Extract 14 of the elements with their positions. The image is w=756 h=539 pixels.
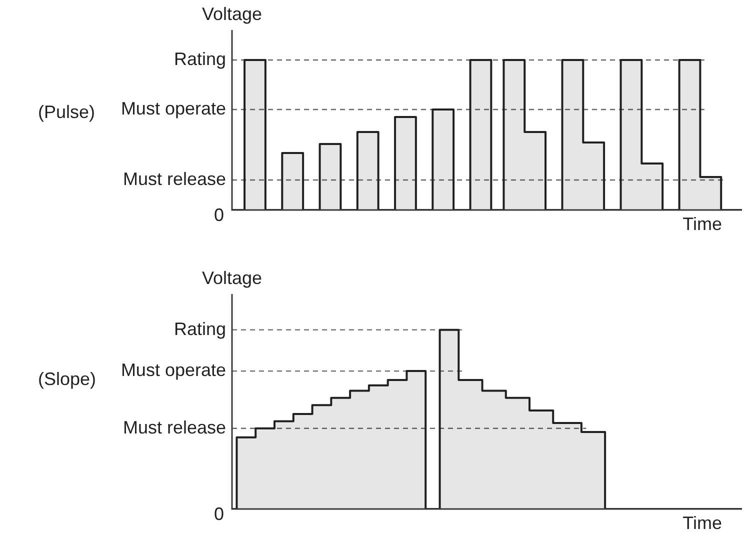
ref-line-label: Must release <box>122 417 226 438</box>
text: (Slope) <box>38 368 96 389</box>
text: (Pulse) <box>38 102 96 122</box>
ref-line-label: Rating <box>174 48 226 69</box>
y-axis-title: Voltage <box>202 268 262 288</box>
ref-line-label: Must operate <box>120 360 226 380</box>
text: 0 <box>214 204 224 225</box>
ref-line-label: Must release <box>122 168 226 189</box>
text: 0 <box>214 504 224 524</box>
y-axis-title: Voltage <box>202 4 262 24</box>
x-axis-title: Time <box>682 214 722 234</box>
ref-line-label: Rating <box>174 318 226 339</box>
x-axis-title: Time <box>682 512 722 533</box>
ref-line-label: Must operate <box>120 98 226 118</box>
